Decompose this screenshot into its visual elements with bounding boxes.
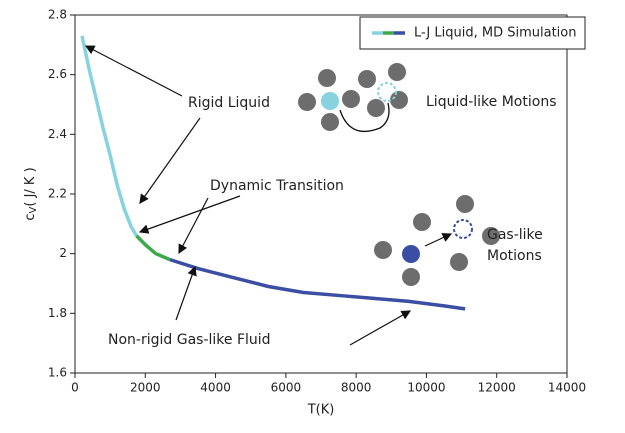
annotation: Motions xyxy=(487,248,542,264)
x-tick-label: 12000 xyxy=(478,381,516,395)
y-tick-label: 2.8 xyxy=(48,8,67,22)
x-tick-label: 8000 xyxy=(341,381,372,395)
y-tick-label: 2.2 xyxy=(48,187,67,201)
y-tick-label: 1.8 xyxy=(48,306,67,320)
x-tick-label: 0 xyxy=(71,381,79,395)
gas-molecules xyxy=(374,195,500,286)
y-tick-label: 2.6 xyxy=(48,67,67,81)
x-tick-label: 10000 xyxy=(407,381,445,395)
series-line xyxy=(169,257,466,311)
y-tick-label: 1.6 xyxy=(48,366,67,380)
y-axis-label: cV( J/ K ) xyxy=(23,167,40,220)
legend-label: L-J Liquid, MD Simulation xyxy=(414,26,576,41)
y-tick-label: 2.4 xyxy=(48,127,67,141)
annotation: Dynamic Transition xyxy=(210,178,344,194)
x-tick-label: 6000 xyxy=(271,381,302,395)
liquid-molecules xyxy=(298,63,408,133)
arrows xyxy=(84,45,453,346)
x-axis-label: T(K) xyxy=(307,403,335,418)
annotation: Non-rigid Gas-like Fluid xyxy=(108,332,271,348)
y-tick-label: 2 xyxy=(59,246,67,260)
x-tick-label: 4000 xyxy=(200,381,231,395)
annotation: Gas-like xyxy=(487,227,543,243)
x-tick-label: 14000 xyxy=(548,381,586,395)
x-tick-label: 2000 xyxy=(130,381,161,395)
annotation: Rigid Liquid xyxy=(188,95,270,111)
plot-frame xyxy=(74,14,568,374)
series-line xyxy=(135,234,171,262)
series-line xyxy=(80,35,139,237)
annotation: Liquid-like Motions xyxy=(426,94,556,110)
